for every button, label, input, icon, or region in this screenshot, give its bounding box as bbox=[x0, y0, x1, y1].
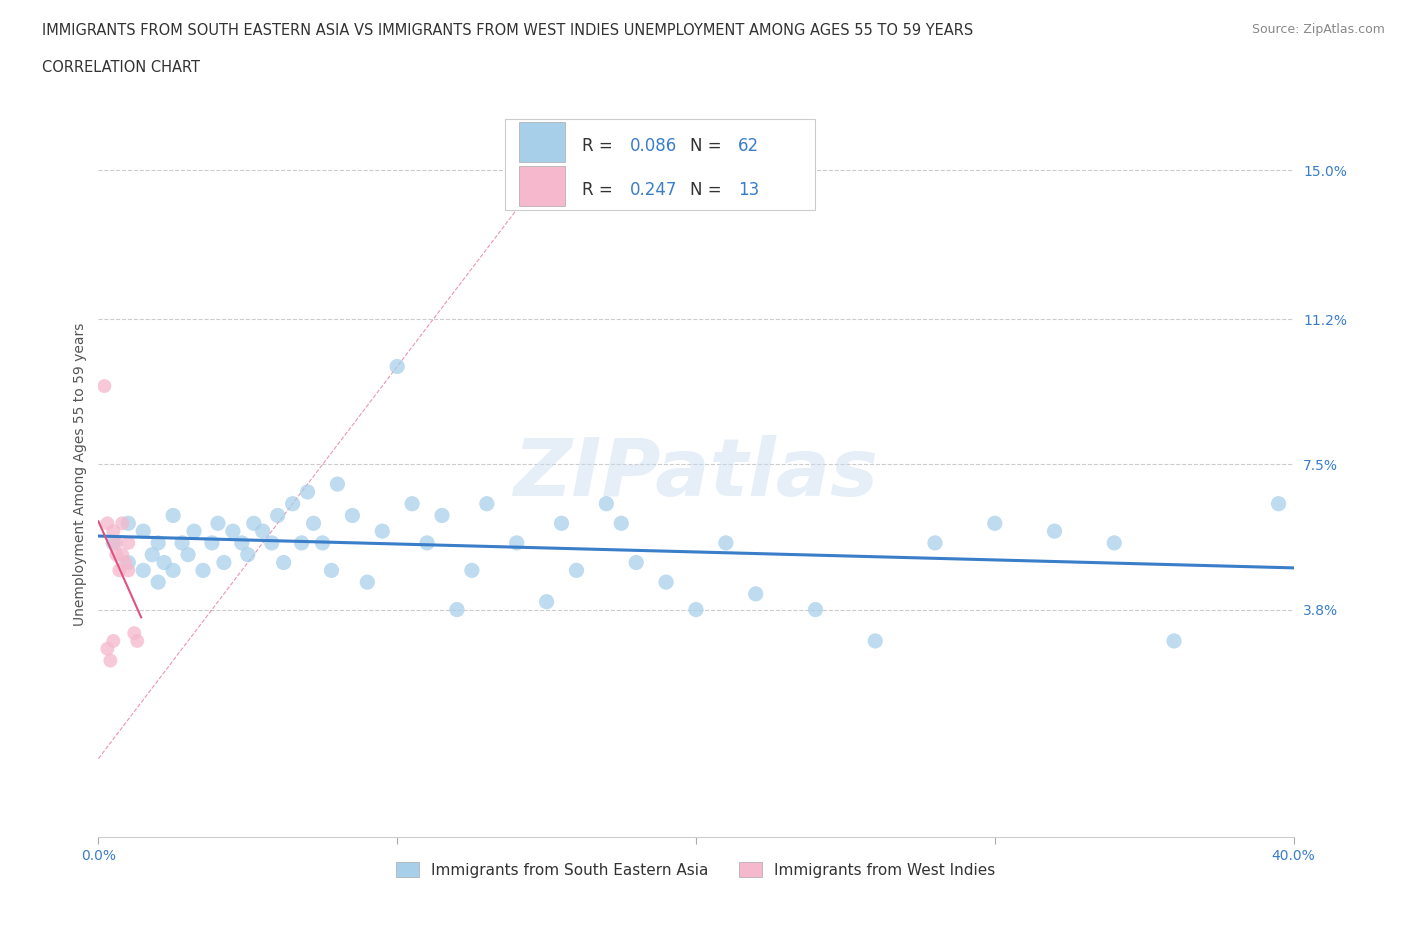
Text: ZIPatlas: ZIPatlas bbox=[513, 435, 879, 513]
Point bbox=[201, 536, 224, 551]
Point bbox=[297, 485, 319, 499]
Point bbox=[231, 536, 253, 551]
Point bbox=[1043, 524, 1066, 538]
Point bbox=[1104, 536, 1126, 551]
Point bbox=[595, 497, 617, 512]
Point bbox=[212, 555, 235, 570]
Point bbox=[243, 516, 266, 531]
Point bbox=[105, 536, 128, 551]
Point bbox=[132, 524, 155, 538]
Point bbox=[103, 633, 125, 648]
Point bbox=[565, 563, 588, 578]
Point bbox=[610, 516, 633, 531]
FancyBboxPatch shape bbox=[519, 122, 565, 162]
Point bbox=[626, 555, 648, 570]
Point bbox=[1267, 497, 1289, 512]
Point bbox=[124, 626, 146, 641]
Text: R =: R = bbox=[582, 137, 619, 155]
Point bbox=[117, 563, 139, 578]
Point bbox=[302, 516, 325, 531]
Point bbox=[550, 516, 572, 531]
Point bbox=[172, 536, 194, 551]
Point bbox=[461, 563, 484, 578]
Point bbox=[127, 633, 149, 648]
Text: 62: 62 bbox=[738, 137, 759, 155]
Point bbox=[416, 536, 439, 551]
Point bbox=[96, 642, 118, 657]
Point bbox=[117, 516, 139, 531]
Point bbox=[117, 536, 139, 551]
Point bbox=[93, 379, 115, 393]
Point bbox=[111, 547, 134, 562]
Point bbox=[714, 536, 737, 551]
Point bbox=[655, 575, 678, 590]
Text: IMMIGRANTS FROM SOUTH EASTERN ASIA VS IMMIGRANTS FROM WEST INDIES UNEMPLOYMENT A: IMMIGRANTS FROM SOUTH EASTERN ASIA VS IM… bbox=[42, 23, 973, 38]
Point bbox=[273, 555, 295, 570]
Text: 0.247: 0.247 bbox=[630, 180, 678, 199]
Point bbox=[177, 547, 200, 562]
Point bbox=[103, 524, 125, 538]
Point bbox=[162, 563, 184, 578]
Point bbox=[114, 555, 136, 570]
Point bbox=[745, 587, 768, 602]
Text: CORRELATION CHART: CORRELATION CHART bbox=[42, 60, 200, 75]
Point bbox=[267, 508, 290, 523]
Point bbox=[222, 524, 245, 538]
Point bbox=[804, 602, 827, 617]
Point bbox=[385, 359, 409, 374]
Point bbox=[685, 602, 707, 617]
Point bbox=[536, 594, 558, 609]
Point bbox=[371, 524, 394, 538]
Point bbox=[141, 547, 163, 562]
Point bbox=[475, 497, 498, 512]
Point bbox=[984, 516, 1007, 531]
Point bbox=[281, 497, 304, 512]
Point bbox=[506, 536, 529, 551]
Point bbox=[236, 547, 259, 562]
Point bbox=[311, 536, 333, 551]
Point bbox=[321, 563, 343, 578]
Point bbox=[108, 563, 131, 578]
Point bbox=[148, 536, 170, 551]
Point bbox=[103, 536, 125, 551]
Text: Source: ZipAtlas.com: Source: ZipAtlas.com bbox=[1251, 23, 1385, 36]
Point bbox=[865, 633, 887, 648]
Point bbox=[111, 516, 134, 531]
Point bbox=[183, 524, 205, 538]
Point bbox=[446, 602, 468, 617]
Point bbox=[148, 575, 170, 590]
FancyBboxPatch shape bbox=[505, 119, 815, 209]
Y-axis label: Unemployment Among Ages 55 to 59 years: Unemployment Among Ages 55 to 59 years bbox=[73, 323, 87, 626]
Point bbox=[924, 536, 946, 551]
Text: 0.086: 0.086 bbox=[630, 137, 678, 155]
Point bbox=[356, 575, 378, 590]
Point bbox=[252, 524, 274, 538]
Point bbox=[132, 563, 155, 578]
Point bbox=[117, 555, 139, 570]
Point bbox=[153, 555, 176, 570]
Point bbox=[291, 536, 314, 551]
Legend: Immigrants from South Eastern Asia, Immigrants from West Indies: Immigrants from South Eastern Asia, Immi… bbox=[389, 856, 1002, 884]
Point bbox=[430, 508, 453, 523]
Point bbox=[105, 547, 128, 562]
Text: N =: N = bbox=[690, 137, 727, 155]
Text: 13: 13 bbox=[738, 180, 759, 199]
Point bbox=[342, 508, 364, 523]
Point bbox=[401, 497, 423, 512]
Point bbox=[191, 563, 214, 578]
Point bbox=[98, 653, 122, 668]
Text: R =: R = bbox=[582, 180, 619, 199]
Point bbox=[96, 516, 118, 531]
Text: N =: N = bbox=[690, 180, 727, 199]
FancyBboxPatch shape bbox=[519, 166, 565, 206]
Point bbox=[260, 536, 283, 551]
Point bbox=[162, 508, 184, 523]
Point bbox=[207, 516, 229, 531]
Point bbox=[326, 477, 349, 492]
Point bbox=[1163, 633, 1185, 648]
